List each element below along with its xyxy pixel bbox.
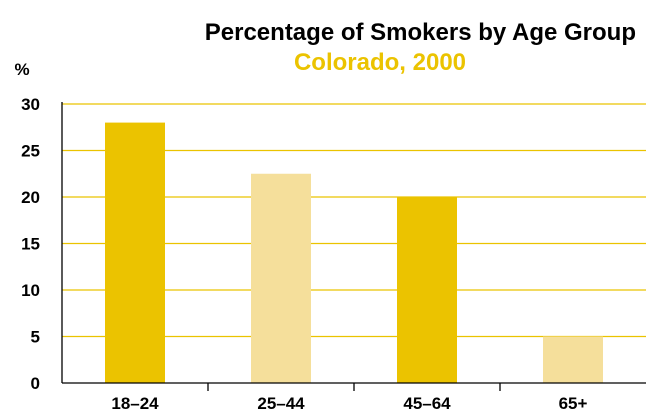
bar-1 — [105, 122, 165, 383]
y-axis-unit-label: % — [14, 60, 29, 79]
y-tick-label: 5 — [31, 328, 40, 347]
y-tick-label: 10 — [21, 281, 40, 300]
bars — [105, 122, 603, 383]
y-tick-label: 30 — [21, 95, 40, 114]
y-tick-label: 25 — [21, 142, 40, 161]
y-tick-label: 20 — [21, 188, 40, 207]
y-tick-label: 15 — [21, 235, 40, 254]
category-labels: 18–24 25–44 45–64 65+ — [111, 394, 587, 413]
chart-title: Percentage of Smokers by Age Group — [205, 19, 636, 46]
category-label: 25–44 — [257, 394, 305, 413]
bar-3 — [397, 197, 457, 383]
x-tick-marks — [207, 383, 501, 391]
category-label: 65+ — [559, 394, 588, 413]
category-label: 18–24 — [111, 394, 159, 413]
y-tick-label: 0 — [31, 374, 40, 393]
bar-4 — [543, 336, 603, 383]
chart-subtitle: Colorado, 2000 — [294, 49, 466, 76]
bar-2 — [251, 173, 311, 383]
y-tick-labels: 0 5 10 15 20 25 30 — [21, 95, 40, 393]
category-label: 45–64 — [403, 394, 451, 413]
